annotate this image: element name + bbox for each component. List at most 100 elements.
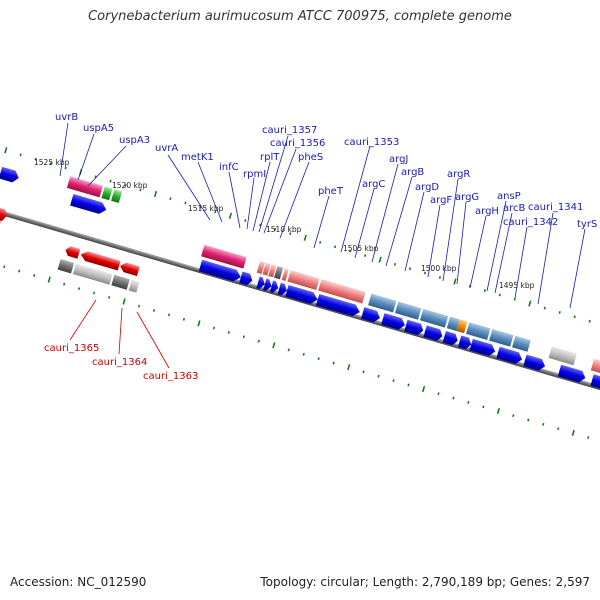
- feature-box: [394, 301, 422, 320]
- scale-tick-mark: [348, 249, 352, 253]
- scale-tick-mark: [362, 370, 365, 374]
- scale-tick-mark: [33, 274, 36, 277]
- feature-box: [262, 262, 271, 276]
- forward-arrow: [239, 271, 253, 286]
- scale-tick-mark: [407, 383, 410, 387]
- scale-tick-label: 1515 kbp: [188, 204, 224, 213]
- gene-label: uspA3: [119, 135, 150, 146]
- scale-tick-mark: [303, 234, 307, 241]
- forward-arrow: [70, 193, 107, 214]
- accession-text: Accession: NC_012590: [10, 575, 147, 589]
- scale-tick-mark: [482, 405, 485, 409]
- feature-box: [465, 322, 491, 340]
- scale-tick-mark: [453, 278, 457, 285]
- scale-tick-mark: [287, 348, 290, 352]
- forward-arrow: [457, 335, 472, 350]
- gene-label: argC: [362, 179, 385, 190]
- scale-tick-mark: [109, 179, 112, 183]
- scale-tick-mark: [573, 315, 576, 319]
- genome-summary-text: Topology: circular; Length: 2,790,189 bp…: [260, 575, 590, 589]
- scale-tick-mark: [274, 227, 277, 231]
- gene-label: cauri_1364: [92, 357, 147, 368]
- reverse-gene-labels: [69, 299, 170, 369]
- gene-label: pheS: [298, 152, 323, 163]
- scale-tick-mark: [408, 267, 412, 271]
- scale-tick-mark: [571, 429, 575, 436]
- scale-tick-mark: [393, 262, 397, 266]
- forward-arrow: [496, 346, 523, 364]
- forward-arrow: [285, 285, 318, 304]
- forward-arrow: [198, 259, 241, 282]
- gene-label: argR: [447, 169, 470, 180]
- scale-tick-mark: [588, 319, 591, 323]
- genome-backbone: [0, 207, 600, 397]
- gene-label: infC: [219, 162, 239, 173]
- scale-tick-mark: [122, 298, 126, 305]
- gene-label: uvrA: [155, 143, 178, 154]
- scale-tick-label: 1505 kbp: [343, 244, 379, 253]
- scale-tick-mark: [212, 326, 215, 330]
- scale-tick-mark: [77, 287, 81, 291]
- gene-label: argJ: [389, 154, 408, 165]
- scale-tick-mark: [184, 201, 187, 205]
- scale-tick-mark: [227, 330, 230, 334]
- reverse-arrow: [120, 262, 140, 277]
- gene-label: ansP: [497, 191, 521, 202]
- gene-label: cauri_1341: [528, 202, 583, 213]
- gene-label: pheT: [318, 186, 344, 197]
- scale-tick-mark: [272, 342, 276, 349]
- gene-label: cauri_1365: [44, 343, 99, 354]
- forward-strand-arrows: [0, 166, 600, 390]
- scale-tick-mark: [377, 374, 380, 378]
- forward-arrow: [523, 354, 546, 371]
- gene-label: cauri_1342: [503, 217, 558, 228]
- scale-tick-mark: [332, 361, 335, 365]
- scale-tick-label: 1525 kbp: [34, 158, 70, 167]
- gene-label: rplT: [260, 152, 280, 163]
- scale-tick-label: 1520 kbp: [112, 181, 148, 190]
- feature-box: [57, 259, 75, 274]
- scale-tick-mark: [512, 414, 515, 418]
- scale-tick-mark: [19, 153, 22, 157]
- scale-tick-mark: [137, 304, 141, 308]
- scale-tick-mark: [543, 306, 546, 310]
- scale-tick-label: 1510 kbp: [266, 225, 302, 234]
- scale-tick-mark: [319, 240, 322, 244]
- forward-arrow: [0, 166, 19, 183]
- reverse-feature-boxes: [0, 216, 140, 293]
- gene-label: argD: [415, 182, 439, 193]
- scale-tick-mark: [153, 190, 158, 198]
- scale-tick-label: 1500 kbp: [421, 264, 457, 273]
- scale-tick-mark: [289, 232, 292, 236]
- feature-box: [274, 266, 284, 280]
- scale-tick-mark: [542, 422, 545, 426]
- scale-tick-mark: [3, 265, 6, 269]
- scale-tick-mark: [496, 407, 501, 415]
- scale-tick-mark: [49, 162, 52, 166]
- gene-label: cauri_1353: [344, 137, 399, 148]
- scale-tick-mark: [558, 311, 561, 314]
- feature-box: [72, 263, 113, 285]
- scale-tick-mark: [257, 339, 260, 343]
- forward-arrow: [361, 307, 380, 323]
- scale-tick-mark: [587, 436, 590, 439]
- feature-box: [446, 316, 460, 331]
- scale-tick-mark: [47, 276, 51, 283]
- feature-box: [456, 319, 468, 334]
- scale-tick-mark: [557, 427, 560, 431]
- scale-tick-mark: [438, 276, 442, 279]
- feature-box: [318, 279, 366, 304]
- forward-arrow: [442, 331, 458, 346]
- gene-label: rpmI: [243, 169, 266, 180]
- feature-box: [489, 328, 514, 347]
- scale-tick-mark: [437, 392, 440, 396]
- reverse-strand-arrows: [0, 205, 140, 277]
- scale-tick-mark: [152, 309, 156, 312]
- gene-label: argH: [475, 206, 499, 217]
- forward-feature-boxes: [66, 176, 600, 377]
- scale-tick-mark: [34, 157, 37, 161]
- feature-box: [419, 308, 449, 328]
- gene-label: cauri_1356: [270, 138, 325, 149]
- scale-tick-mark: [4, 147, 8, 154]
- scale-tick-mark: [483, 289, 486, 293]
